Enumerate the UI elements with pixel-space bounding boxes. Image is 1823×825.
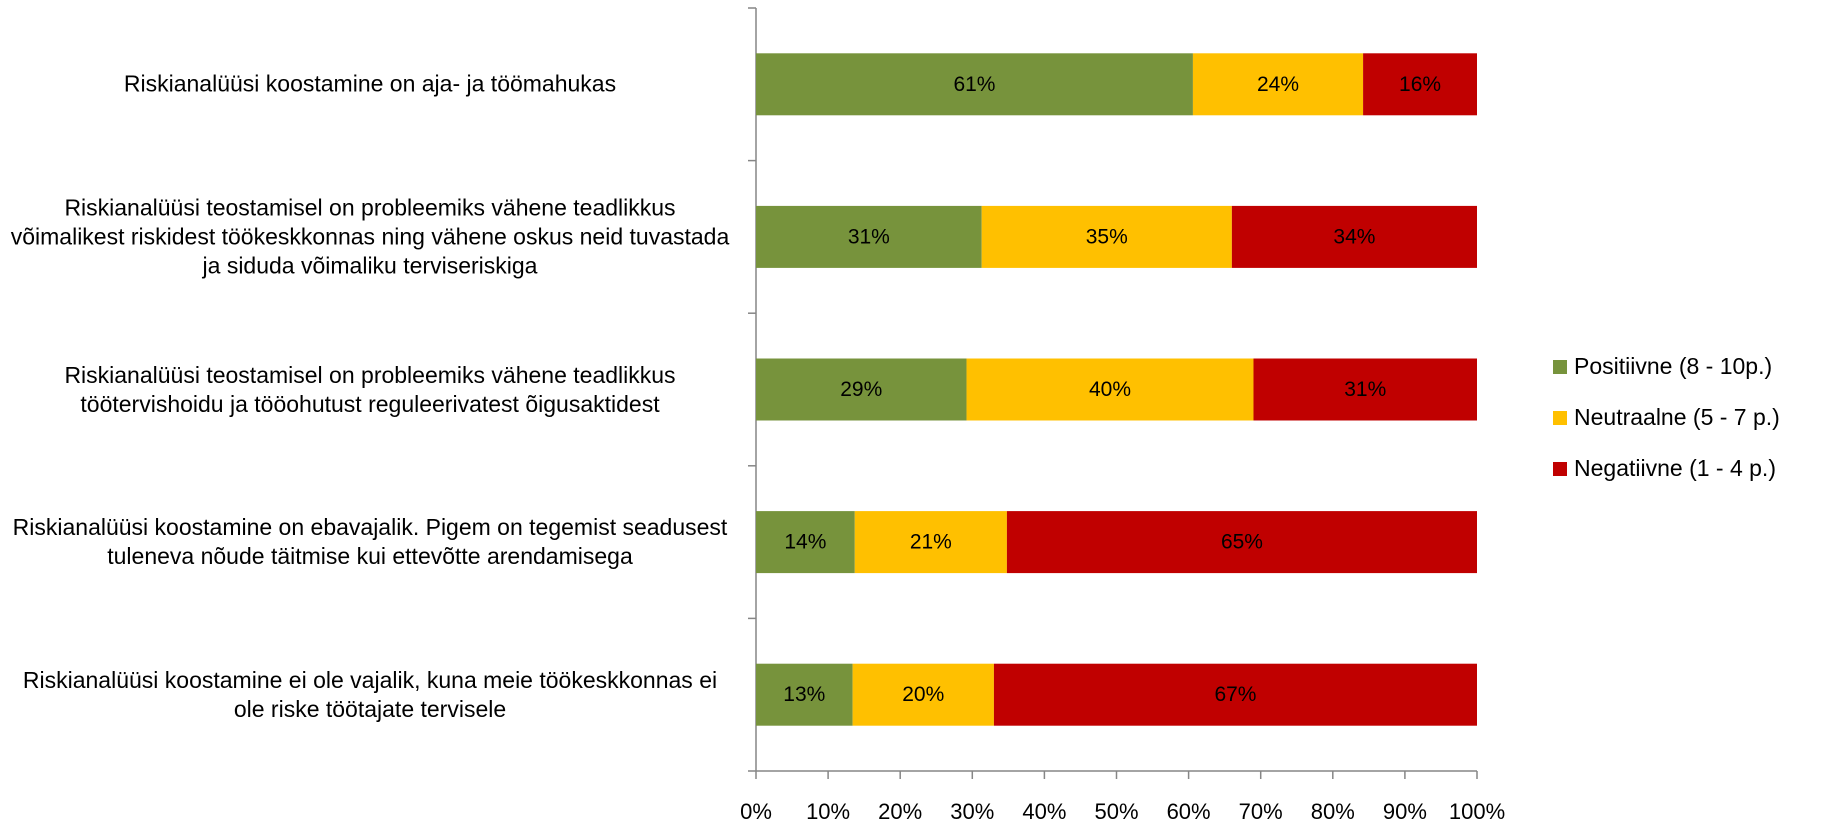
bar-segment [966, 358, 1254, 421]
x-tick-label: 30% [950, 799, 994, 824]
legend-swatch [1553, 411, 1567, 425]
legend-swatch [1553, 360, 1567, 374]
x-tick-label: 80% [1311, 799, 1355, 824]
category-label: Riskianalüüsi teostamisel on probleemiks… [10, 194, 730, 279]
legend-swatch [1553, 462, 1567, 476]
bar-segment [756, 53, 1193, 116]
category-label: Riskianalüüsi koostamine ei ole vajalik,… [22, 666, 718, 722]
x-tick-label: 90% [1383, 799, 1427, 824]
value-label: 20% [902, 683, 944, 706]
legend-label: Positiivne (8 - 10p.) [1574, 353, 1772, 379]
value-label: 61% [953, 73, 995, 96]
bar-segment [756, 358, 967, 421]
value-label: 21% [910, 531, 952, 554]
value-label: 65% [1221, 531, 1263, 554]
value-label: 40% [1089, 378, 1131, 401]
bar-segment [756, 205, 982, 268]
value-label: 14% [784, 531, 826, 554]
value-label: 31% [848, 225, 890, 248]
legend-label: Neutraalne (5 - 7 p.) [1574, 404, 1780, 430]
bar-segment [852, 663, 994, 726]
bar-segment [1006, 511, 1477, 574]
value-label: 16% [1399, 73, 1441, 96]
x-tick-label: 50% [1094, 799, 1138, 824]
bar-segment [981, 205, 1232, 268]
value-label: 13% [783, 683, 825, 706]
x-tick-label: 20% [878, 799, 922, 824]
bar-segment [1192, 53, 1364, 116]
bar-segment [1253, 358, 1477, 421]
category-label: Riskianalüüsi koostamine on aja- ja tööm… [123, 70, 617, 97]
bar-segment [854, 511, 1007, 574]
value-label: 29% [840, 378, 882, 401]
value-label: 24% [1257, 73, 1299, 96]
bar-segment [1231, 205, 1477, 268]
legend-label: Negatiivne (1 - 4 p.) [1574, 455, 1776, 481]
x-tick-label: 70% [1239, 799, 1283, 824]
x-tick-label: 60% [1167, 799, 1211, 824]
value-label: 31% [1344, 378, 1386, 401]
bar-segment [756, 663, 853, 726]
x-tick-label: 40% [1022, 799, 1066, 824]
x-tick-label: 100% [1449, 799, 1505, 824]
bar-segment [756, 511, 855, 574]
bar-segment [993, 663, 1477, 726]
x-tick-label: 10% [806, 799, 850, 824]
category-label: Riskianalüüsi koostamine on ebavajalik. … [12, 514, 728, 570]
value-label: 67% [1214, 683, 1256, 706]
category-label: Riskianalüüsi teostamisel on probleemiks… [64, 361, 676, 417]
x-tick-label: 0% [740, 799, 772, 824]
value-label: 34% [1333, 225, 1375, 248]
bar-segment [1363, 53, 1477, 116]
value-label: 35% [1086, 225, 1128, 248]
